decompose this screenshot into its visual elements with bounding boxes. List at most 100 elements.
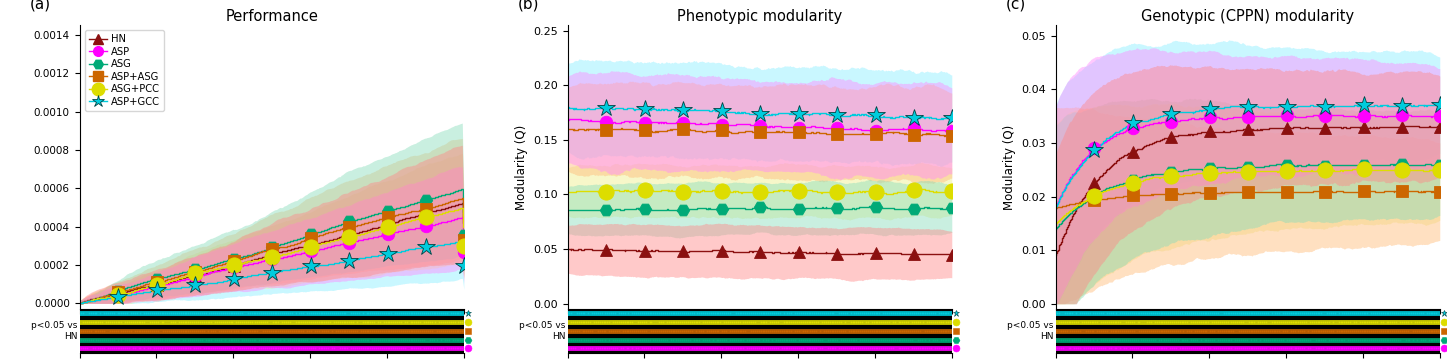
Point bbox=[1198, 346, 1221, 351]
Point bbox=[758, 311, 781, 316]
Point bbox=[904, 346, 928, 351]
Point bbox=[98, 346, 122, 351]
Point bbox=[1278, 319, 1301, 325]
Point bbox=[693, 346, 716, 351]
Point bbox=[127, 328, 150, 334]
Point bbox=[1421, 328, 1444, 334]
Point bbox=[1224, 319, 1247, 325]
Point bbox=[388, 311, 411, 316]
Point bbox=[103, 319, 126, 325]
Point bbox=[443, 346, 466, 351]
Point bbox=[880, 337, 903, 343]
Point bbox=[97, 319, 120, 325]
Point bbox=[1310, 346, 1333, 351]
Point bbox=[414, 319, 437, 325]
Point bbox=[858, 328, 881, 334]
Point bbox=[437, 346, 460, 351]
Point bbox=[573, 311, 596, 316]
Point bbox=[1354, 319, 1378, 325]
Point bbox=[195, 319, 218, 325]
Point bbox=[417, 319, 440, 325]
Point bbox=[1356, 337, 1379, 343]
Point bbox=[669, 319, 692, 325]
Point bbox=[168, 328, 191, 334]
Point bbox=[592, 319, 615, 325]
Point bbox=[104, 319, 127, 325]
Point bbox=[1187, 346, 1210, 351]
Point bbox=[1136, 337, 1159, 343]
Point bbox=[1393, 311, 1417, 316]
Point bbox=[744, 346, 767, 351]
Point bbox=[1142, 346, 1165, 351]
Point bbox=[289, 319, 313, 325]
Point bbox=[1422, 311, 1446, 316]
Text: p<0.05 vs
HN: p<0.05 vs HN bbox=[1007, 321, 1053, 341]
Point bbox=[346, 311, 369, 316]
Point bbox=[838, 328, 861, 334]
Point bbox=[661, 319, 684, 325]
Point bbox=[1328, 328, 1351, 334]
Point bbox=[174, 311, 197, 316]
Point bbox=[687, 346, 710, 351]
Point bbox=[1155, 311, 1178, 316]
Point bbox=[593, 337, 616, 343]
Point bbox=[738, 346, 761, 351]
Point bbox=[1165, 319, 1188, 325]
Point bbox=[188, 328, 211, 334]
Point bbox=[611, 346, 634, 351]
Point bbox=[566, 319, 589, 325]
Point bbox=[1150, 346, 1174, 351]
Point bbox=[130, 319, 153, 325]
Point bbox=[247, 337, 271, 343]
Point bbox=[755, 311, 778, 316]
Point bbox=[702, 346, 725, 351]
Point bbox=[741, 311, 764, 316]
Point bbox=[357, 337, 381, 343]
Point bbox=[619, 328, 642, 334]
Point bbox=[1399, 319, 1422, 325]
Point bbox=[1101, 311, 1124, 316]
Point bbox=[912, 319, 935, 325]
Point bbox=[210, 328, 233, 334]
Point bbox=[763, 346, 786, 351]
Point bbox=[1380, 328, 1404, 334]
Point bbox=[249, 346, 272, 351]
Point bbox=[870, 337, 893, 343]
Point bbox=[670, 337, 693, 343]
Point bbox=[724, 319, 747, 325]
Point bbox=[245, 346, 268, 351]
Point bbox=[906, 346, 929, 351]
Point bbox=[239, 311, 262, 316]
Point bbox=[1414, 337, 1437, 343]
Point bbox=[352, 346, 375, 351]
Point bbox=[664, 346, 687, 351]
Point bbox=[213, 337, 236, 343]
Point bbox=[670, 311, 693, 316]
Point bbox=[929, 311, 952, 316]
Point bbox=[835, 337, 858, 343]
Point bbox=[829, 328, 852, 334]
Point bbox=[844, 346, 867, 351]
Point bbox=[391, 311, 414, 316]
Point bbox=[670, 319, 693, 325]
Point bbox=[252, 319, 275, 325]
Point bbox=[1281, 311, 1304, 316]
Point bbox=[1327, 311, 1350, 316]
Point bbox=[780, 319, 803, 325]
Point bbox=[376, 319, 399, 325]
Point bbox=[705, 328, 728, 334]
Point bbox=[1062, 337, 1085, 343]
Point bbox=[1108, 346, 1132, 351]
Point bbox=[693, 337, 716, 343]
Point bbox=[822, 311, 845, 316]
Point bbox=[715, 337, 738, 343]
Point bbox=[1233, 337, 1256, 343]
Point bbox=[187, 346, 210, 351]
Point bbox=[245, 328, 268, 334]
Point bbox=[1176, 328, 1200, 334]
Point bbox=[192, 311, 216, 316]
Point bbox=[292, 346, 315, 351]
Point bbox=[1202, 311, 1226, 316]
Point bbox=[560, 328, 583, 334]
Point bbox=[240, 319, 263, 325]
